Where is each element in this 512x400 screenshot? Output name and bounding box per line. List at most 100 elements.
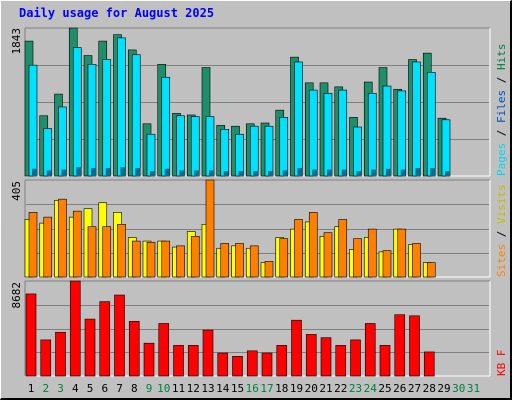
visits-bar: [220, 243, 230, 278]
visits-bar: [294, 219, 303, 278]
kbytes-bar: [40, 339, 52, 377]
day-label: 7: [116, 382, 123, 395]
files-bar: [338, 89, 348, 177]
files-bar: [353, 126, 362, 177]
day-label: 15: [231, 382, 244, 395]
pages-bar: [135, 167, 141, 176]
visits-bar: [353, 238, 362, 278]
kbytes-bar: [217, 352, 229, 377]
kbytes-bar: [114, 294, 125, 377]
visits-bar: [412, 243, 421, 278]
files-bar: [279, 117, 289, 177]
hits-ymax-label: 1843: [10, 28, 23, 55]
kbytes-bar: [335, 345, 347, 377]
day-label: 2: [42, 382, 49, 395]
pages-bar: [415, 167, 421, 176]
files-bar: [117, 37, 126, 177]
pages-bar: [76, 167, 82, 176]
kbytes-bar: [173, 345, 184, 377]
visits-ymax-label: 405: [10, 181, 23, 201]
files-bar: [382, 85, 392, 177]
visits-bar: [28, 212, 38, 278]
visits-bar: [58, 198, 67, 278]
files-bar: [235, 133, 244, 177]
files-bar: [308, 89, 318, 177]
day-label: 25: [378, 382, 391, 395]
day-label: 24: [364, 382, 378, 395]
visits-bar: [190, 235, 200, 278]
files-bar: [190, 116, 200, 177]
day-label: 12: [187, 382, 200, 395]
files-bar: [426, 72, 436, 177]
day-label: 14: [216, 382, 230, 395]
pages-bar: [91, 167, 96, 176]
kbytes-bar: [99, 301, 111, 377]
day-label: 6: [101, 382, 108, 395]
kbytes-bar: [202, 329, 214, 377]
day-label: 11: [172, 382, 185, 395]
files-bar: [72, 47, 82, 177]
pages-bar: [268, 171, 273, 176]
visits-bar: [367, 228, 377, 278]
day-label: 5: [87, 382, 94, 395]
kbytes-bar: [25, 293, 37, 377]
pages-bar: [356, 171, 362, 176]
pages-bar: [400, 169, 406, 176]
day-label: 22: [334, 382, 347, 395]
day-label: 3: [57, 382, 64, 395]
kbytes-bar: [69, 280, 81, 377]
pages-bar: [179, 170, 185, 176]
files-bar: [397, 90, 407, 177]
visits-bar: [308, 212, 318, 278]
day-label: 1: [28, 382, 35, 395]
pages-bar: [371, 169, 377, 176]
kbytes-bar: [84, 318, 96, 377]
files-bar: [146, 133, 156, 177]
visits-bar: [146, 241, 156, 278]
files-bar: [131, 54, 141, 177]
files-bar: [249, 125, 259, 177]
day-label: 19: [290, 382, 303, 395]
day-label: 16: [246, 382, 259, 395]
chart-title: Daily usage for August 2025: [19, 6, 215, 20]
pages-bar: [253, 171, 259, 176]
day-label: 26: [393, 382, 406, 395]
visits-bar: [382, 250, 392, 278]
day-label: 17: [260, 382, 273, 395]
pages-bar: [194, 170, 200, 176]
day-label: 9: [146, 382, 153, 395]
files-bar: [102, 59, 112, 177]
files-bar: [58, 106, 67, 177]
day-label: 29: [437, 382, 450, 395]
pages-bar: [386, 168, 391, 176]
files-bar: [220, 129, 230, 177]
pages-bar: [282, 170, 288, 176]
pages-bar: [297, 167, 303, 176]
visits-bar: [72, 210, 82, 278]
pages-bar: [223, 171, 229, 176]
visits-bar: [249, 245, 259, 278]
pages-bar: [341, 169, 347, 176]
pages-bar: [46, 170, 52, 176]
day-label: 23: [349, 382, 362, 395]
hits-right-label: Pages / Files / Hits: [495, 44, 508, 177]
kbytes-ymax-label: 8682: [10, 282, 23, 309]
files-bar: [43, 128, 53, 177]
pages-bar: [430, 167, 436, 176]
day-label: 31: [467, 382, 480, 395]
visits-bar: [279, 238, 289, 278]
kbytes-bar: [246, 350, 258, 377]
visits-bar: [323, 232, 333, 278]
visits-bar: [205, 179, 215, 278]
visits-bar: [161, 240, 171, 278]
day-label: 4: [72, 382, 79, 395]
visits-bar: [397, 228, 407, 278]
day-label: 28: [423, 382, 436, 395]
files-bar: [441, 119, 451, 177]
day-label: 10: [157, 382, 170, 395]
files-bar: [412, 61, 421, 177]
files-bar: [87, 64, 97, 177]
visits-bar: [43, 216, 53, 278]
day-label: 18: [275, 382, 288, 395]
